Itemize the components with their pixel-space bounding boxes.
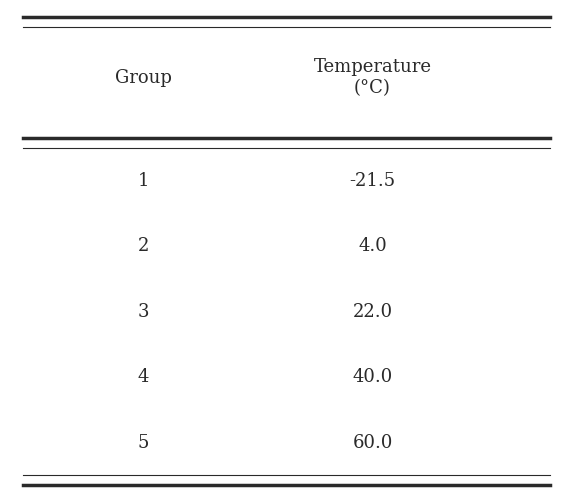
Text: 5: 5 bbox=[138, 434, 149, 452]
Text: 22.0: 22.0 bbox=[352, 303, 393, 321]
Text: 4.0: 4.0 bbox=[358, 237, 387, 255]
Text: 3: 3 bbox=[138, 303, 149, 321]
Text: -21.5: -21.5 bbox=[350, 172, 395, 190]
Text: Temperature
(°C): Temperature (°C) bbox=[313, 58, 431, 97]
Text: 4: 4 bbox=[138, 368, 149, 386]
Text: 2: 2 bbox=[138, 237, 149, 255]
Text: Group: Group bbox=[115, 69, 172, 87]
Text: 40.0: 40.0 bbox=[352, 368, 393, 386]
Text: 1: 1 bbox=[138, 172, 149, 190]
Text: 60.0: 60.0 bbox=[352, 434, 393, 452]
